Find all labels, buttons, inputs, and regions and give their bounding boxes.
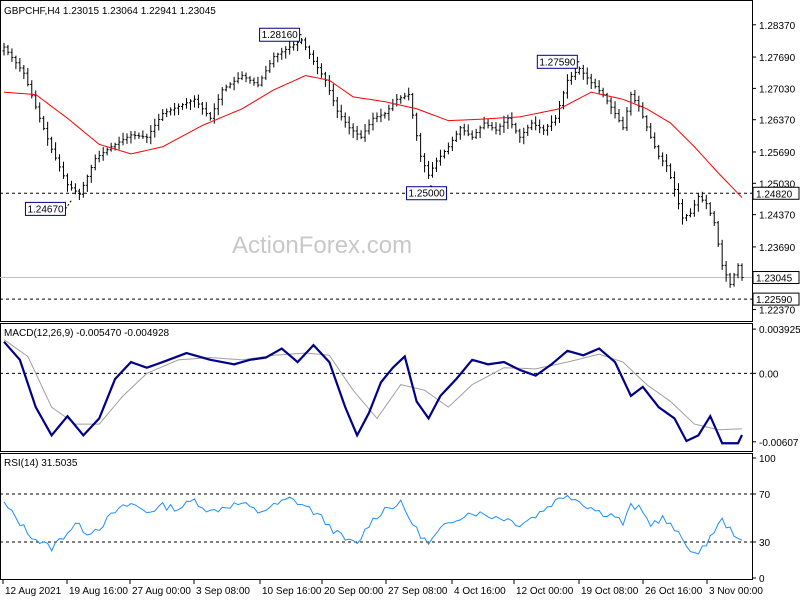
main-header: GBPCHF,H4 1.23015 1.23064 1.22941 1.2304… bbox=[4, 6, 216, 17]
annotation-box-0 bbox=[259, 27, 301, 42]
annotation-label-0: 1.28160 bbox=[262, 30, 299, 41]
level-label-box-1 bbox=[752, 292, 800, 306]
macd-tick-label-1: 0.00 bbox=[759, 369, 779, 380]
rsi-panel bbox=[0, 493, 752, 555]
macd-line bbox=[3, 341, 743, 445]
level-label-1: 1.22590 bbox=[756, 295, 793, 306]
time-tick-label-8: 12 Oct 00:00 bbox=[516, 586, 574, 597]
macd-panel bbox=[0, 339, 752, 445]
price-tick-label-3: 1.26370 bbox=[759, 116, 796, 127]
annotation-label-3: 1.24670 bbox=[27, 204, 64, 215]
rsi-tick-label-0: 100 bbox=[759, 454, 776, 465]
main-panel-frame bbox=[0, 0, 753, 322]
price-tick-label-7: 1.23690 bbox=[759, 243, 796, 254]
macd-signal-line bbox=[3, 339, 743, 431]
time-tick-label-3: 3 Sep 08:00 bbox=[196, 586, 250, 597]
annotation-box-2 bbox=[406, 186, 448, 201]
level-label-box-0 bbox=[752, 186, 800, 200]
current-price-box bbox=[752, 271, 800, 285]
rsi-tick-label-1: 70 bbox=[759, 490, 771, 501]
time-tick-label-2: 27 Aug 00:00 bbox=[132, 586, 191, 597]
watermark: ActionForex.com bbox=[232, 232, 412, 259]
time-tick-label-4: 10 Sep 16:00 bbox=[262, 586, 322, 597]
annotation-box-3 bbox=[24, 201, 66, 216]
price-panel: 1.28160 1.27590 1.25000 1.24670 bbox=[0, 27, 752, 300]
time-tick-label-10: 26 Oct 16:00 bbox=[645, 586, 703, 597]
moving-average-line bbox=[3, 75, 743, 198]
annotation-box-1 bbox=[536, 54, 578, 69]
level-label-0: 1.24820 bbox=[756, 189, 793, 200]
annotation-leader-3 bbox=[65, 200, 72, 210]
time-tick-label-7: 4 Oct 16:00 bbox=[454, 586, 506, 597]
price-tick-label-8: 1.22370 bbox=[759, 306, 796, 317]
axes: 1.28370 1.27690 1.27030 1.26370 1.25690 1.250… bbox=[2, 21, 800, 597]
annotation-label-1: 1.27590 bbox=[539, 57, 576, 68]
price-tick-label-6: 1.24370 bbox=[759, 211, 796, 222]
time-tick-label-5: 20 Sep 00:00 bbox=[324, 586, 384, 597]
time-tick-label-9: 19 Oct 08:00 bbox=[581, 586, 639, 597]
time-tick-label-1: 19 Aug 16:00 bbox=[69, 586, 128, 597]
macd-tick-label-2: -0.00607 bbox=[759, 438, 799, 449]
rsi-header: RSI(14) 31.5035 bbox=[4, 458, 78, 469]
current-price-label: 1.23045 bbox=[756, 274, 793, 285]
time-tick-label-11: 3 Nov 00:00 bbox=[709, 586, 763, 597]
price-tick-label-0: 1.28370 bbox=[759, 21, 796, 32]
rsi-tick-label-2: 30 bbox=[759, 538, 771, 549]
macd-tick-label-0: 0.003925 bbox=[759, 325, 800, 336]
price-tick-label-5: 1.25030 bbox=[759, 179, 796, 190]
rsi-panel-frame bbox=[0, 453, 753, 580]
price-tick-label-1: 1.27690 bbox=[759, 53, 796, 64]
annotation-label-2: 1.25000 bbox=[409, 189, 446, 200]
time-tick-label-6: 27 Sep 08:00 bbox=[388, 586, 448, 597]
price-tick-label-2: 1.27030 bbox=[759, 84, 796, 95]
rsi-line bbox=[3, 494, 743, 555]
rsi-tick-label-3: 0 bbox=[759, 574, 765, 585]
macd-header: MACD(12,26,9) -0.005470 -0.004928 bbox=[4, 328, 170, 339]
price-tick-label-4: 1.25690 bbox=[759, 148, 796, 159]
time-tick-label-0: 12 Aug 2021 bbox=[5, 586, 62, 597]
macd-panel-frame bbox=[0, 323, 753, 452]
